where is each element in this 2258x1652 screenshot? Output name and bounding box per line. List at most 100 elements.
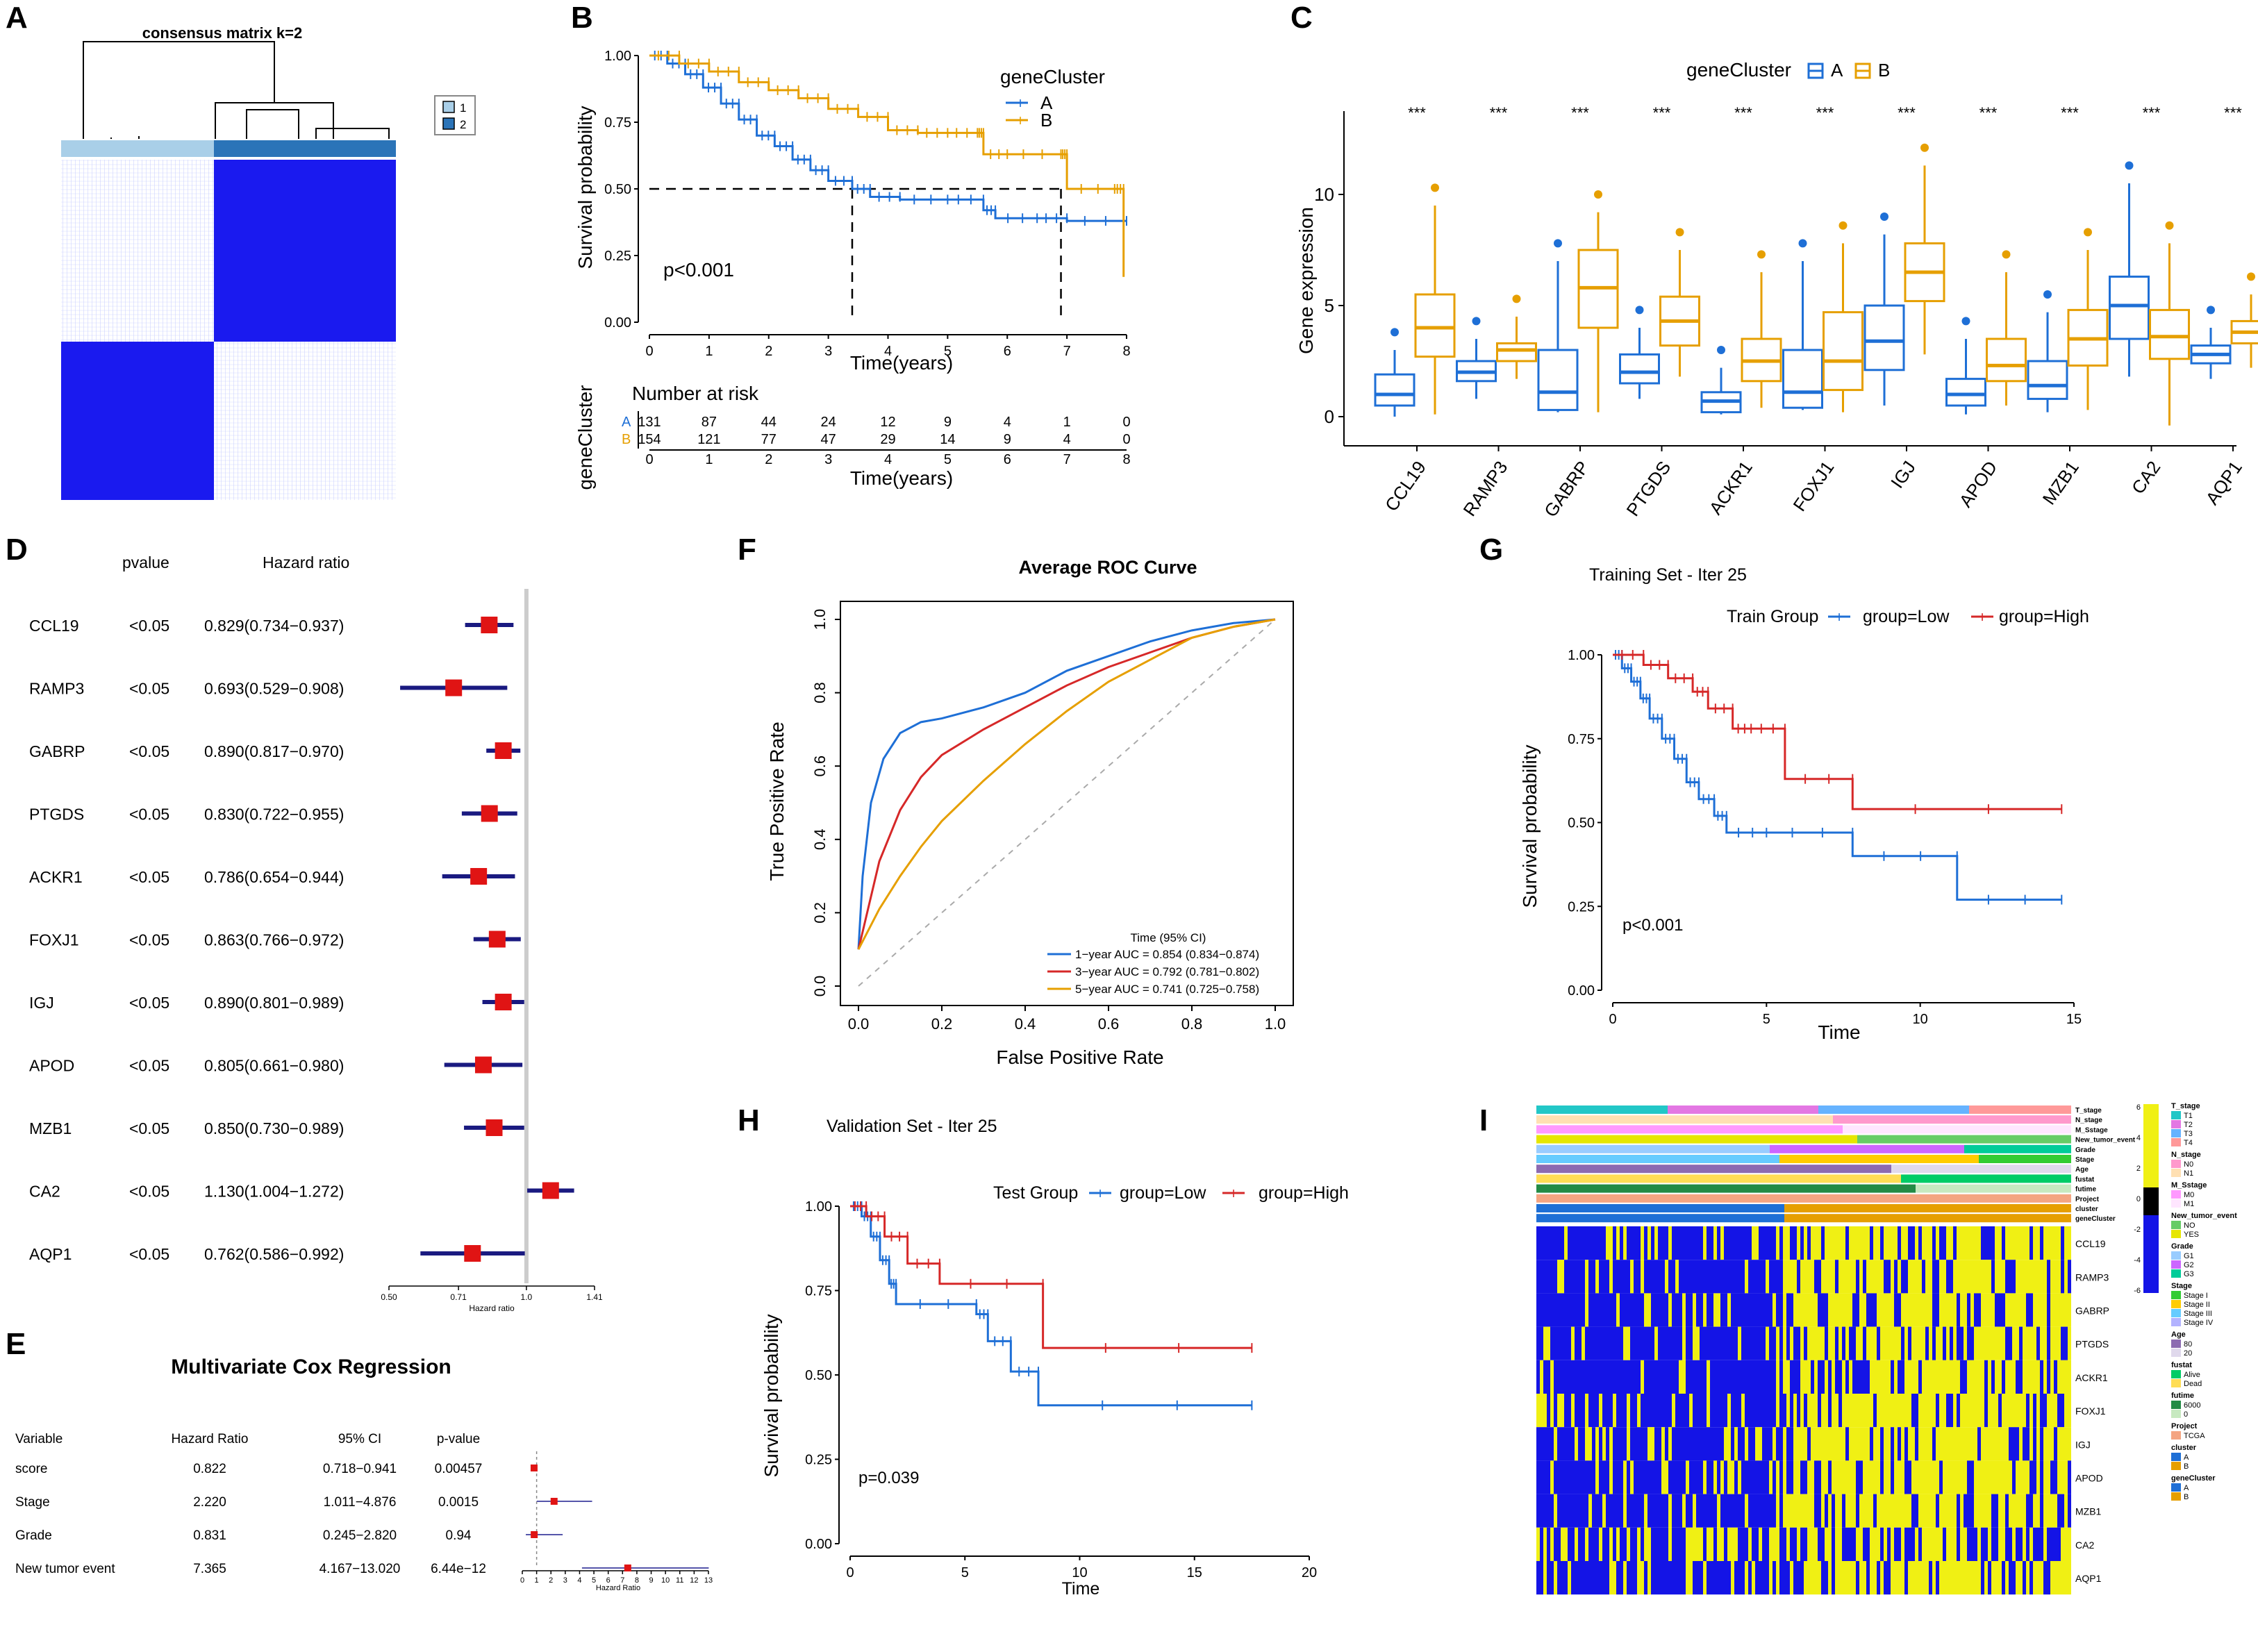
annotation-cell	[1789, 1184, 1794, 1193]
annotation-cell	[1638, 1105, 1643, 1114]
heat-cell	[1554, 1394, 1557, 1428]
heat-cell	[1925, 1494, 1929, 1528]
annotation-cell	[1658, 1214, 1663, 1223]
heat-cell	[1970, 1326, 1974, 1360]
annotation-cell	[1765, 1135, 1770, 1144]
annotation-cell	[1702, 1174, 1707, 1183]
annotation-cell	[1707, 1194, 1711, 1203]
annotation-cell	[1765, 1214, 1770, 1223]
annotation-cell	[2047, 1184, 2052, 1193]
heat-cell	[1908, 1561, 1911, 1595]
heat-cell	[1793, 1561, 1797, 1595]
heat-cell	[1675, 1360, 1679, 1394]
annotation-cell	[1809, 1165, 1813, 1174]
annotation-cell	[1604, 1204, 1609, 1212]
annotation-cell	[1716, 1214, 1721, 1223]
heat-cell	[1585, 1360, 1588, 1394]
heat-cell	[2033, 1293, 2036, 1327]
heat-cell	[1595, 1527, 1599, 1561]
annotation-cell	[1614, 1184, 1619, 1193]
annotation-cell	[1770, 1135, 1775, 1144]
heat-cell	[1894, 1394, 1898, 1428]
legend-swatch	[2171, 1251, 2181, 1260]
annotation-cell	[1595, 1105, 1600, 1114]
annotation-cell	[2003, 1214, 2008, 1223]
heat-cell	[1970, 1494, 1974, 1528]
annotation-cell	[1838, 1184, 1843, 1193]
heat-cell	[1616, 1360, 1620, 1394]
heat-cell	[1627, 1460, 1630, 1494]
heat-cell	[2023, 1326, 2026, 1360]
heat-cell	[2026, 1460, 2029, 1494]
annotation-cell	[1969, 1105, 1974, 1114]
annotation-cell	[2057, 1174, 2061, 1183]
heat-cell	[1929, 1394, 1932, 1428]
heat-cell	[1807, 1326, 1811, 1360]
heat-cell	[1998, 1527, 2002, 1561]
heat-cell	[1988, 1494, 1991, 1528]
heat-cell	[1686, 1527, 1689, 1561]
heat-cell	[1852, 1293, 1856, 1327]
heat-cell	[1578, 1260, 1582, 1294]
annotation-cell	[1580, 1144, 1585, 1153]
heat-cell	[1672, 1460, 1675, 1494]
annotation-cell	[1702, 1105, 1707, 1114]
heat-cell	[1752, 1460, 1755, 1494]
heat-cell	[1641, 1460, 1644, 1494]
heat-cell	[1950, 1326, 1953, 1360]
annotation-cell	[1877, 1105, 1882, 1114]
annotation-cell	[1677, 1105, 1682, 1114]
heat-cell	[2005, 1561, 2009, 1595]
annotation-cell	[1799, 1135, 1804, 1144]
annotation-cell	[1760, 1155, 1765, 1163]
legend-item: T3	[2184, 1130, 2193, 1138]
heat-cell	[1957, 1360, 1960, 1394]
annotation-cell	[1984, 1165, 1989, 1174]
gene-label-mzb1: MZB1	[2075, 1506, 2102, 1517]
annotation-cell	[1950, 1144, 1954, 1153]
heat-cell	[1602, 1360, 1606, 1394]
heat-cell	[1828, 1360, 1832, 1394]
heat-cell	[1964, 1326, 1967, 1360]
annotation-cell	[1638, 1184, 1643, 1193]
panel-f-ylabel: True Positive Rate	[766, 721, 788, 881]
annotation-cell	[1750, 1174, 1755, 1183]
heat-cell	[1668, 1326, 1672, 1360]
heat-cell	[1922, 1260, 1925, 1294]
heat-cell	[1964, 1460, 1967, 1494]
annotation-cell	[1916, 1115, 1920, 1124]
heat-cell	[1627, 1394, 1630, 1428]
annotation-cell	[1541, 1105, 1546, 1114]
annotation-cell	[1716, 1194, 1721, 1203]
x-tick-label: 0.8	[1181, 1015, 1203, 1033]
annotation-cell	[2032, 1194, 2037, 1203]
annotation-cell	[1692, 1184, 1697, 1193]
legend-swatch	[2171, 1169, 2181, 1177]
annotation-cell	[1624, 1184, 1629, 1193]
annotation-cell	[1634, 1105, 1638, 1114]
heat-cell	[1991, 1561, 1995, 1595]
annotation-cell	[1619, 1144, 1624, 1153]
panel-g-legend-high: group=High	[1999, 607, 2089, 626]
annotation-cell	[1643, 1204, 1648, 1212]
panel-h-letter: H	[738, 1103, 760, 1137]
heat-cell	[1773, 1494, 1776, 1528]
heat-cell	[1863, 1226, 1866, 1260]
annotation-cell	[1541, 1194, 1546, 1203]
heat-cell	[1613, 1427, 1616, 1461]
heat-cell	[1776, 1293, 1779, 1327]
annotation-cell	[1886, 1155, 1891, 1163]
annotation-cell	[1998, 1165, 2003, 1174]
heat-cell	[1679, 1293, 1682, 1327]
heat-cell	[1800, 1427, 1804, 1461]
annotation-cell	[1668, 1184, 1672, 1193]
heat-cell	[2036, 1326, 2040, 1360]
annotation-cell	[1624, 1214, 1629, 1223]
heat-cell	[1592, 1494, 1595, 1528]
risk-x-tick: 5	[944, 452, 952, 467]
heat-cell	[1845, 1293, 1849, 1327]
annotation-cell	[1541, 1184, 1546, 1193]
annotation-label: Grade	[2075, 1146, 2095, 1154]
annotation-cell	[1979, 1155, 1984, 1163]
annotation-cell	[1906, 1204, 1911, 1212]
